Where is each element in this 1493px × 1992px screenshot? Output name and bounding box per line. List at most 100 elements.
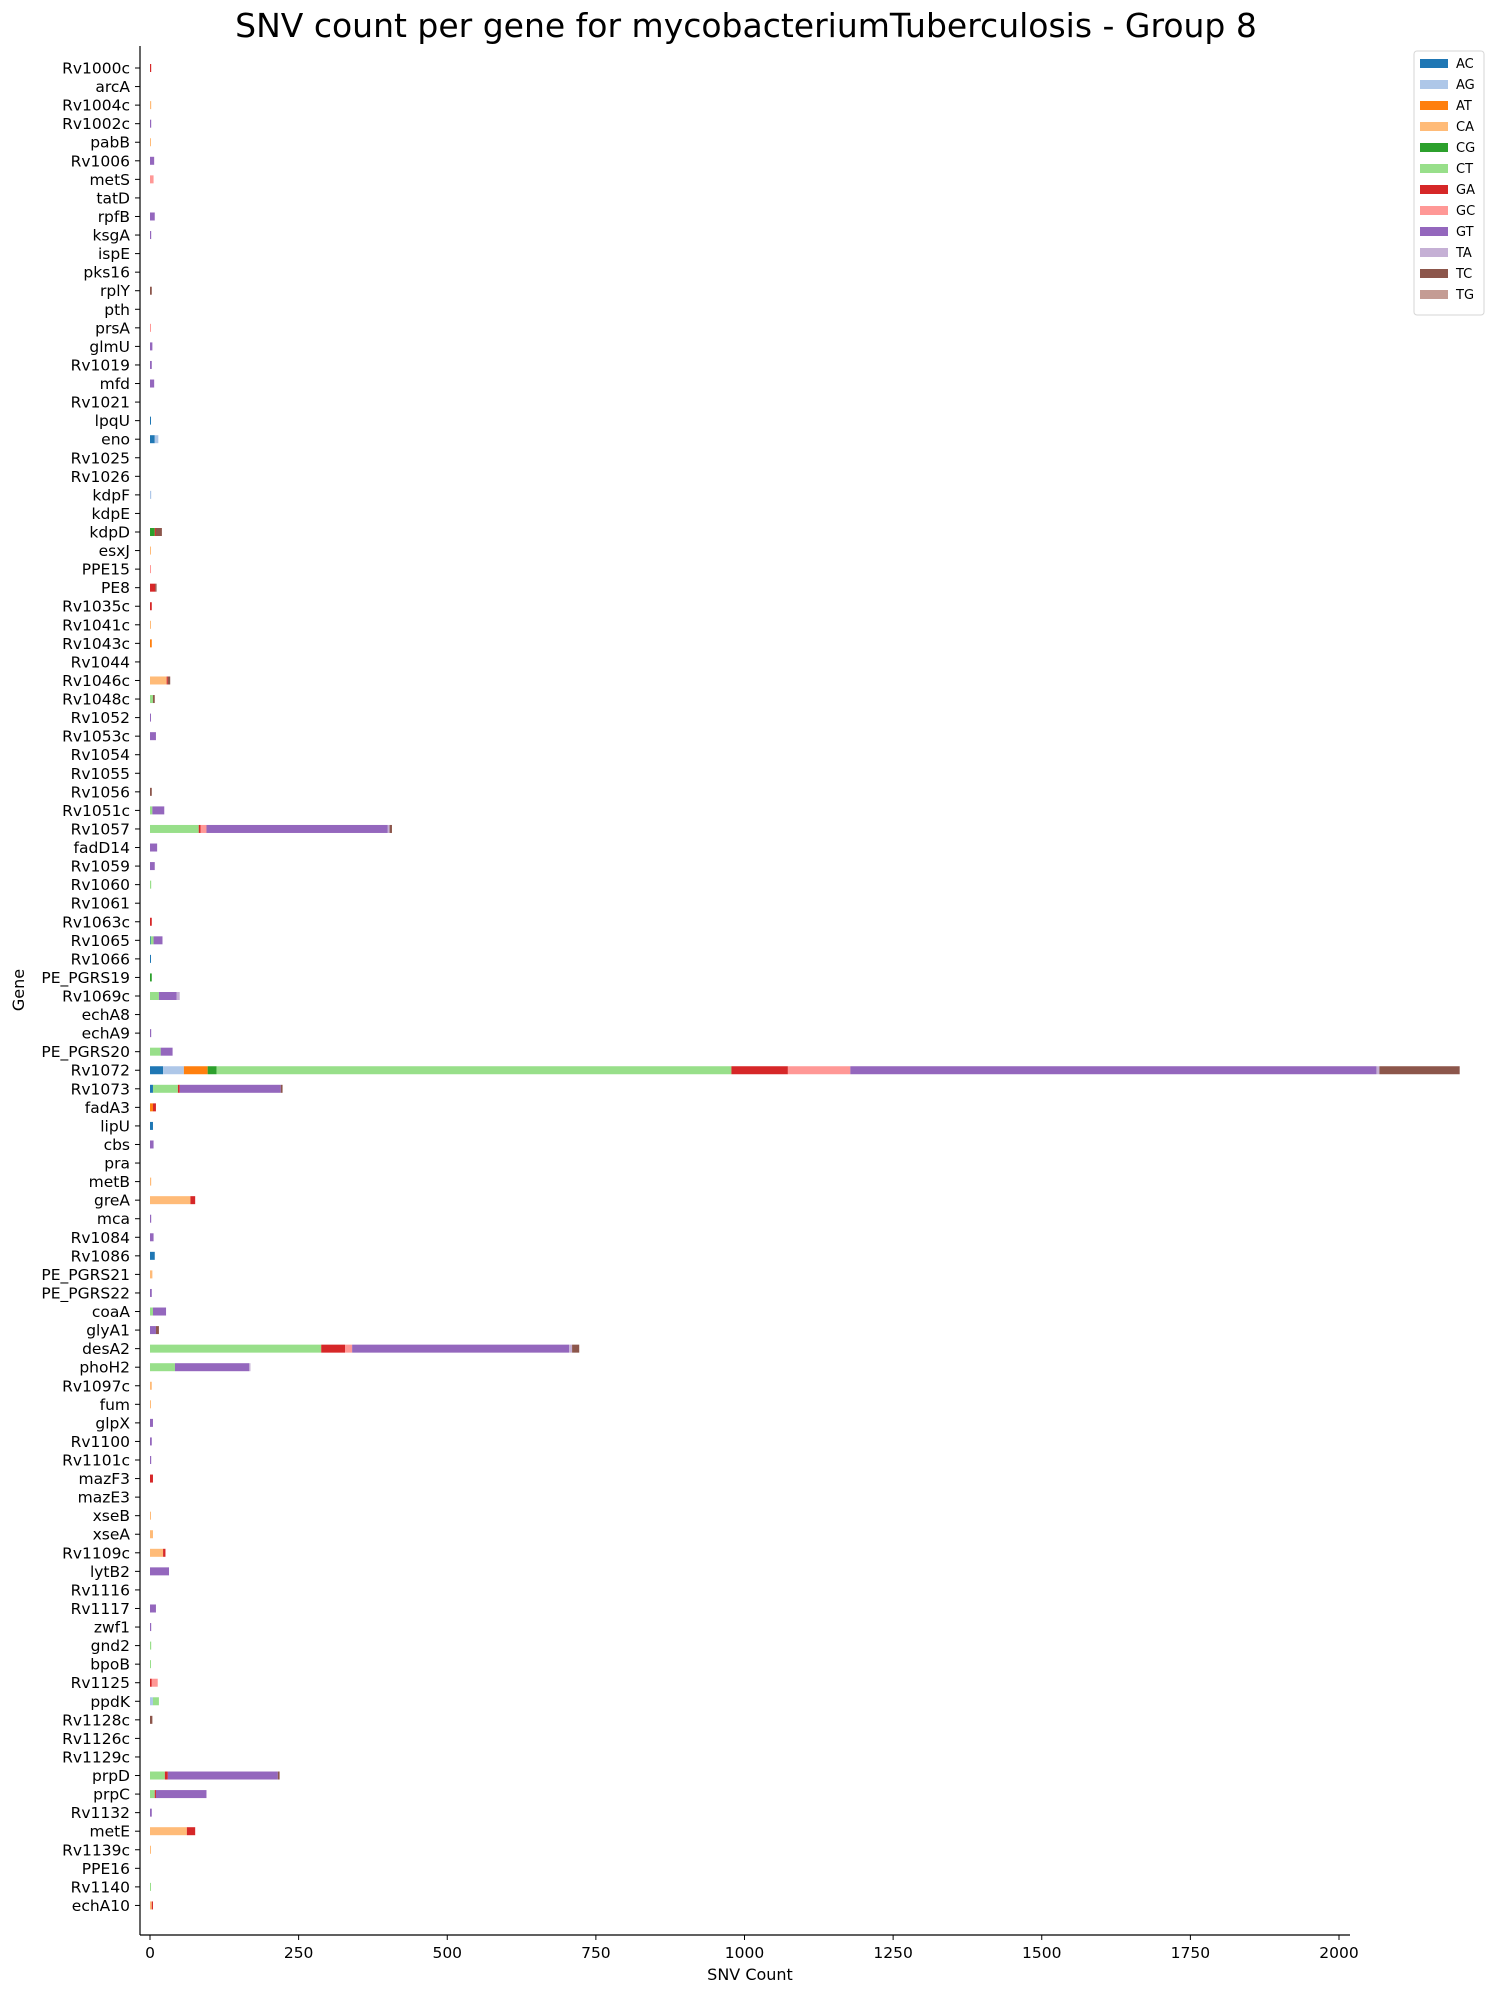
bar-segment-GC — [150, 175, 154, 184]
bar-segment-AT — [150, 639, 152, 648]
bar-segment-GT — [150, 1604, 156, 1613]
y-tick-label: prpD — [92, 1767, 130, 1785]
legend-label: AC — [1456, 57, 1474, 72]
y-tick-label: Rv1048c — [62, 691, 130, 709]
bar-segment-CT — [150, 806, 153, 815]
bar-segment-TC — [572, 1344, 580, 1353]
legend-swatch — [1420, 101, 1448, 110]
y-tick-label: Rv1086 — [71, 1247, 130, 1265]
y-tick-label: PE_PGRS21 — [41, 1266, 130, 1285]
y-tick-label: PPE16 — [82, 1860, 130, 1878]
y-tick-label: PE_PGRS19 — [41, 969, 130, 988]
bar-segment-GA — [154, 1790, 156, 1799]
bar-segment-GA — [163, 1548, 166, 1557]
y-tick-label: Rv1126c — [62, 1730, 130, 1748]
bar-segment-CT — [150, 824, 199, 833]
bar-segment-GT — [150, 119, 152, 128]
bar-segment-CG — [150, 973, 152, 982]
bar-segment-CA — [150, 1270, 153, 1279]
bar-segment-TC — [155, 583, 157, 592]
bar-segment-CA — [150, 1827, 187, 1836]
x-tick-label: 1500 — [1022, 1944, 1061, 1962]
bar-segment-GT — [160, 1047, 173, 1056]
x-tick-label: 0 — [145, 1944, 155, 1962]
y-tick-label: Rv1139c — [62, 1841, 130, 1859]
bar-segment-GA — [154, 528, 156, 536]
bar-segment-TC — [1379, 1066, 1460, 1075]
bar-segment-GC — [344, 1344, 353, 1353]
bar-segment-GA — [151, 1901, 153, 1910]
y-tick-label: Rv1006 — [71, 152, 130, 170]
legend-label: GT — [1456, 225, 1474, 240]
bar-segment-CT — [150, 992, 159, 1000]
bar-segment-TC — [152, 695, 155, 704]
y-tick-label: PE_PGRS20 — [41, 1043, 130, 1062]
bar-segment-CT — [150, 1771, 165, 1780]
bar-segment-TC — [280, 1084, 283, 1093]
bar-segment-TC — [167, 676, 171, 685]
y-tick-label: Rv1021 — [71, 394, 130, 412]
bar-segment-TA — [387, 824, 390, 833]
bar-segment-AC — [150, 1066, 164, 1075]
bar-segment-TC — [389, 824, 392, 833]
y-tick-label: Rv1051c — [62, 802, 130, 820]
y-tick-label: rplY — [100, 282, 131, 300]
y-tick-label: lpqU — [95, 412, 130, 430]
y-tick-label: Rv1052 — [71, 709, 130, 727]
y-tick-label: Rv1043c — [62, 635, 130, 653]
y-tick-label: pth — [104, 301, 130, 319]
y-tick-label: metB — [89, 1173, 130, 1191]
bars-layer — [150, 64, 1460, 1910]
bar-segment-GT — [150, 379, 155, 388]
bar-segment-GT — [150, 1808, 152, 1817]
y-tick-label: Rv1100 — [71, 1433, 130, 1451]
y-tick-label: Rv1056 — [71, 783, 130, 801]
y-tick-label: glmU — [89, 338, 130, 356]
y-tick-label: fadD14 — [74, 839, 130, 857]
y-tick-label: mazE3 — [78, 1489, 130, 1507]
bar-segment-AC — [150, 936, 151, 945]
y-tick-label: lipU — [100, 1117, 130, 1135]
x-tick-label: 750 — [581, 1944, 611, 1962]
bar-segment-GT — [150, 1214, 152, 1223]
y-tick-label: desA2 — [82, 1340, 130, 1358]
bar-segment-GT — [152, 1307, 167, 1316]
bar-segment-GA — [150, 917, 152, 926]
bar-segment-AG — [163, 1066, 184, 1075]
y-tick-label: Rv1101c — [62, 1452, 130, 1470]
legend-swatch — [1420, 59, 1448, 68]
y-tick-label: mazF3 — [78, 1470, 130, 1488]
y-tick-label: ppdK — [90, 1693, 131, 1711]
legend-swatch — [1420, 248, 1448, 257]
bar-segment-TA — [1376, 1066, 1380, 1075]
legend-swatch — [1420, 269, 1448, 278]
y-tick-label: echA8 — [82, 1006, 130, 1024]
y-tick-label: eno — [101, 431, 130, 449]
bar-segment-CT — [152, 1697, 159, 1706]
y-tick-label: ksgA — [93, 227, 131, 245]
bar-segment-CT — [216, 1066, 732, 1075]
legend-label: AG — [1456, 78, 1475, 93]
bar-segment-TA — [176, 992, 180, 1000]
y-tick-label: Rv1128c — [62, 1711, 130, 1729]
bar-segment-GT — [150, 342, 153, 351]
y-tick-label: Rv1117 — [71, 1600, 130, 1618]
bar-segment-CA — [150, 101, 152, 110]
legend-label: CT — [1456, 162, 1473, 177]
bar-segment-CT — [150, 1660, 151, 1669]
y-tick-label: mfd — [100, 375, 130, 393]
y-tick-label: Rv1053c — [62, 728, 130, 746]
y-tick-label: Rv1055 — [71, 765, 130, 783]
bar-segment-CA — [150, 1901, 152, 1910]
bar-segment-GA — [150, 64, 152, 72]
bar-segment-CT — [150, 1882, 151, 1891]
y-tick-label: mca — [97, 1210, 130, 1228]
x-tick-label: 2000 — [1319, 1944, 1358, 1962]
bar-segment-CT — [152, 1084, 178, 1093]
y-tick-label: bpoB — [90, 1656, 130, 1674]
bar-segment-GC — [150, 565, 151, 574]
y-tick-label: Rv1066 — [71, 950, 130, 968]
y-tick-label: echA10 — [72, 1897, 130, 1915]
y-tick-label: Rv1109c — [62, 1544, 130, 1562]
bar-segment-CA — [150, 1511, 151, 1520]
